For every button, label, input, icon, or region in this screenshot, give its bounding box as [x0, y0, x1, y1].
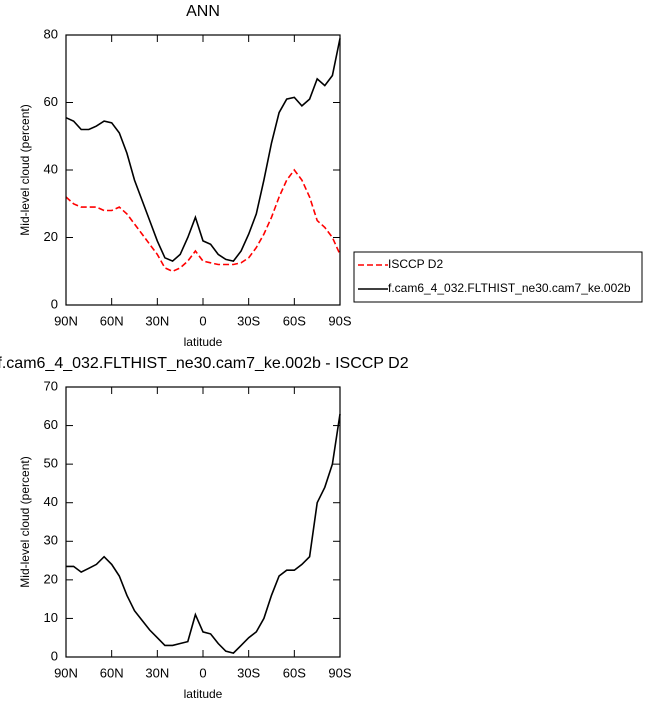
y-tick-label: 80: [44, 26, 58, 41]
y-tick-label: 70: [44, 378, 58, 393]
chart-title: ANN: [186, 3, 220, 20]
y-tick-label: 0: [51, 296, 58, 311]
y-tick-label: 40: [44, 161, 58, 176]
x-tick-label: 60N: [100, 665, 124, 680]
y-tick-label: 50: [44, 456, 58, 471]
y-tick-label: 60: [44, 417, 58, 432]
x-tick-label: 90S: [328, 665, 351, 680]
legend-box: [353, 251, 643, 303]
legend-label: ISCCP D2: [388, 257, 443, 271]
x-tick-label: 60N: [100, 313, 124, 328]
y-tick-label: 20: [44, 571, 58, 586]
y-tick-label: 10: [44, 610, 58, 625]
x-tick-label: 30N: [145, 665, 169, 680]
x-tick-label: 30N: [145, 313, 169, 328]
data-line: [66, 413, 341, 654]
x-axis-label: latitude: [184, 687, 223, 701]
plot-frame: [65, 386, 341, 658]
y-tick-label: 60: [44, 94, 58, 109]
legend-label: f.cam6_4_032.FLTHIST_ne30.cam7_ke.002b: [388, 281, 631, 295]
data-line: [65, 168, 341, 273]
y-tick-label: 0: [51, 648, 58, 663]
x-tick-label: 30S: [237, 313, 260, 328]
x-tick-label: 0: [199, 665, 206, 680]
x-tick-label: 90N: [54, 665, 78, 680]
y-tick-label: 30: [44, 533, 58, 548]
x-tick-label: 60S: [283, 313, 306, 328]
x-tick-label: 60S: [283, 665, 306, 680]
y-tick-label: 40: [44, 494, 58, 509]
data-line: [65, 38, 341, 263]
chart-title: f.cam6_4_032.FLTHIST_ne30.cam7_ke.002b -…: [0, 355, 409, 372]
x-tick-label: 90S: [328, 313, 351, 328]
y-tick-label: 20: [44, 229, 58, 244]
x-tick-label: 30S: [237, 665, 260, 680]
plot-frame: [65, 34, 341, 306]
y-axis-label: Mid-level cloud (percent): [18, 456, 32, 587]
x-tick-label: 0: [199, 313, 206, 328]
x-tick-label: 90N: [54, 313, 78, 328]
x-axis-label: latitude: [184, 335, 223, 349]
y-axis-label: Mid-level cloud (percent): [18, 104, 32, 235]
